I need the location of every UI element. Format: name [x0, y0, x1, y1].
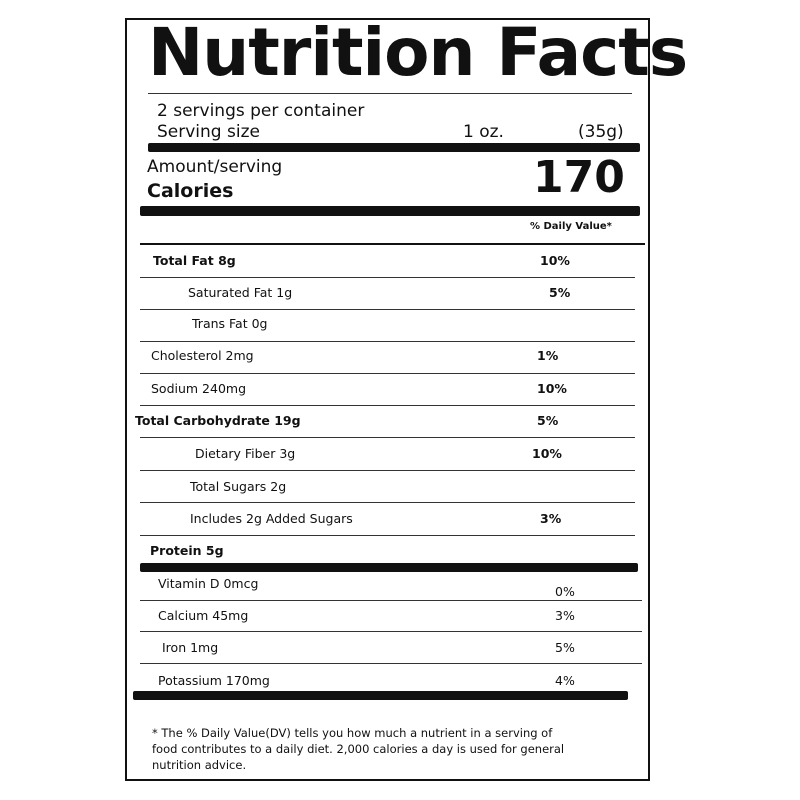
- nutrient-daily-value: 10%: [537, 381, 567, 396]
- divider: [140, 535, 635, 536]
- nutrient-daily-value: 3%: [540, 511, 562, 526]
- nutrient-daily-value: 10%: [532, 446, 562, 461]
- divider: [140, 277, 635, 278]
- divider: [140, 663, 642, 664]
- nutrient-label: Saturated Fat 1g: [188, 285, 293, 300]
- nutrient-label: Cholesterol 2mg: [151, 348, 254, 363]
- nutrient-daily-value: 1%: [537, 348, 559, 363]
- divider: [140, 631, 642, 632]
- divider: [140, 405, 635, 406]
- divider: [148, 93, 632, 94]
- divider: [140, 502, 635, 503]
- thick-divider: [148, 143, 640, 152]
- nutrient-daily-value: 5%: [549, 285, 571, 300]
- amount-per-serving: Amount/serving: [147, 157, 283, 177]
- calories-value: 170: [533, 152, 625, 203]
- divider: [140, 437, 635, 438]
- nutrient-label: Sodium 240mg: [151, 381, 247, 396]
- divider: [140, 470, 635, 471]
- nutrient-label: Trans Fat 0g: [192, 316, 268, 331]
- divider: [140, 243, 645, 245]
- vitamin-daily-value: 4%: [555, 673, 575, 688]
- divider: [140, 373, 635, 374]
- vitamin-daily-value: 0%: [555, 584, 575, 599]
- thick-divider: [140, 563, 638, 572]
- divider: [140, 600, 642, 601]
- vitamin-label: Potassium 170mg: [158, 673, 270, 688]
- vitamin-label: Calcium 45mg: [158, 608, 249, 623]
- servings-per-container: 2 servings per container: [157, 101, 365, 121]
- vitamin-daily-value: 3%: [555, 608, 575, 623]
- thick-divider: [140, 206, 640, 216]
- serving-size-amount: 1 oz.: [463, 122, 504, 142]
- serving-size-grams: (35g): [578, 122, 624, 142]
- vitamin-label: Vitamin D 0mcg: [158, 576, 259, 591]
- label-title: Nutrition Facts: [148, 14, 688, 91]
- divider: [140, 341, 635, 342]
- nutrient-label: Total Carbohydrate 19g: [135, 413, 301, 428]
- nutrient-daily-value: 10%: [540, 253, 570, 268]
- nutrient-label: Protein 5g: [150, 543, 224, 558]
- calories-label: Calories: [147, 180, 234, 202]
- footnote: * The % Daily Value(DV) tells you how mu…: [152, 726, 565, 772]
- nutrient-label: Dietary Fiber 3g: [195, 446, 296, 461]
- daily-value-header: % Daily Value*: [530, 221, 612, 232]
- vitamin-label: Iron 1mg: [162, 640, 219, 655]
- thick-divider: [133, 691, 628, 700]
- nutrient-label: Total Fat 8g: [153, 253, 236, 268]
- nutrient-label: Total Sugars 2g: [190, 479, 287, 494]
- nutrient-daily-value: 5%: [537, 413, 559, 428]
- divider: [140, 309, 635, 310]
- vitamin-daily-value: 5%: [555, 640, 575, 655]
- serving-size-label: Serving size: [157, 122, 260, 142]
- nutrient-label: Includes 2g Added Sugars: [190, 511, 353, 526]
